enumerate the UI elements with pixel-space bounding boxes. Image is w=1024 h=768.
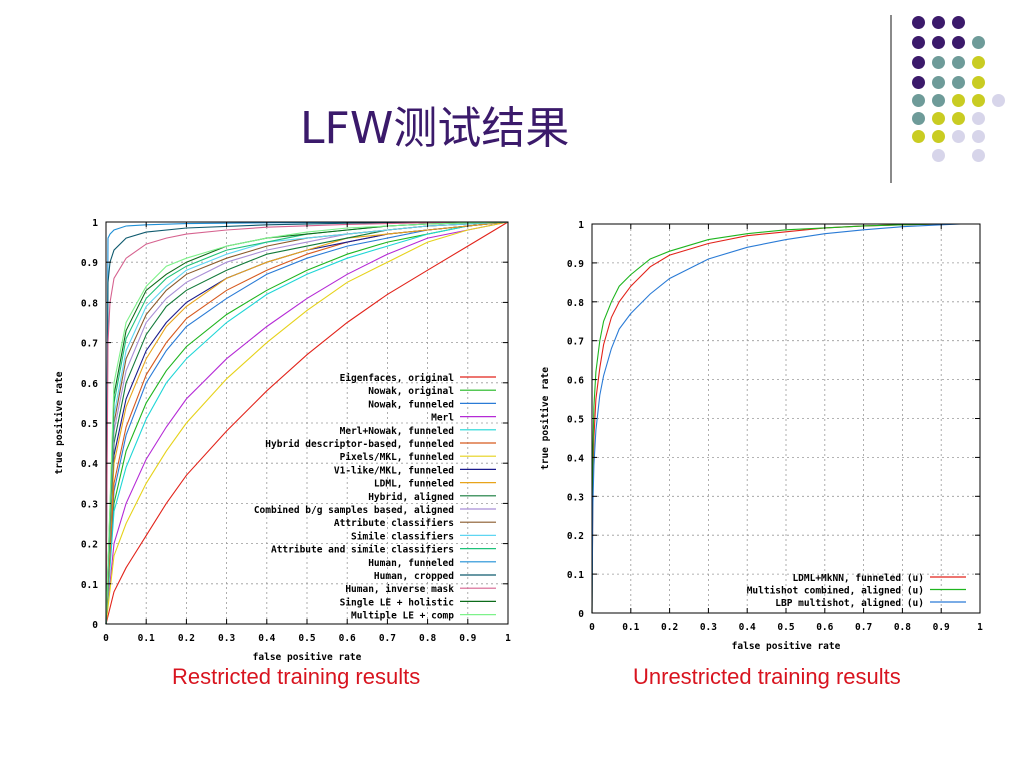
series-line xyxy=(105,221,509,625)
legend-label: LBP multishot, aligned (u) xyxy=(775,598,924,609)
series-line xyxy=(105,221,509,625)
legend-label: Combined b/g samples based, aligned xyxy=(254,505,454,516)
legend-label: Human, cropped xyxy=(374,571,454,582)
legend-label: Pixels/MKL, funneled xyxy=(340,452,455,463)
y-tick-label: 0.5 xyxy=(81,419,98,430)
y-tick-label: 0.9 xyxy=(81,258,98,269)
legend-label: Hybrid, aligned xyxy=(368,492,454,503)
legend-label: V1-like/MKL, funneled xyxy=(334,465,454,476)
series-line xyxy=(105,221,509,625)
legend-label: Human, funneled xyxy=(368,558,454,569)
y-tick-label: 0.7 xyxy=(567,337,584,348)
slide-title: LFW测试结果 xyxy=(300,103,570,154)
y-tick-label: 0 xyxy=(578,609,584,620)
y-tick-label: 0.9 xyxy=(567,259,584,270)
decor-divider-line xyxy=(890,15,892,183)
y-tick-label: 0.1 xyxy=(567,570,584,581)
x-axis-label: false positive rate xyxy=(732,641,841,652)
y-tick-label: 0.3 xyxy=(81,499,98,510)
series-line xyxy=(591,223,961,614)
legend-label: Merl xyxy=(431,413,454,424)
x-tick-label: 0 xyxy=(589,622,595,633)
legend-label: Merl+Nowak, funneled xyxy=(340,426,455,437)
series-line xyxy=(105,221,509,625)
legend-label: Eigenfaces, original xyxy=(340,373,455,384)
series-line xyxy=(105,221,509,625)
x-axis-label: false positive rate xyxy=(253,652,362,663)
y-axis-label: true positive rate xyxy=(54,371,65,474)
x-tick-label: 0.2 xyxy=(661,622,678,633)
legend-label: Nowak, funneled xyxy=(368,399,454,410)
restricted-caption: Restricted training results xyxy=(172,664,421,689)
y-tick-label: 0.5 xyxy=(567,415,584,426)
x-tick-label: 0.1 xyxy=(138,633,155,644)
y-tick-label: 0.2 xyxy=(567,531,584,542)
y-tick-label: 0.2 xyxy=(81,540,98,551)
y-tick-label: 0.1 xyxy=(81,580,98,591)
legend-label: Human, inverse mask xyxy=(345,584,454,595)
y-tick-label: 0.3 xyxy=(567,492,584,503)
x-tick-label: 0.8 xyxy=(419,633,436,644)
y-tick-label: 0.8 xyxy=(567,298,584,309)
y-axis-label: true positive rate xyxy=(540,367,551,470)
x-tick-label: 0.3 xyxy=(700,622,717,633)
x-tick-label: 0.8 xyxy=(894,622,911,633)
x-tick-label: 0.6 xyxy=(339,633,356,644)
x-tick-label: 0 xyxy=(103,633,109,644)
y-tick-label: 0.6 xyxy=(567,376,584,387)
x-tick-label: 0.9 xyxy=(933,622,950,633)
y-tick-label: 0.4 xyxy=(567,453,584,464)
y-tick-label: 0.4 xyxy=(81,459,98,470)
x-tick-label: 0.2 xyxy=(178,633,195,644)
legend-label: Attribute and simile classifiers xyxy=(271,545,454,556)
x-tick-label: 0.5 xyxy=(777,622,794,633)
y-tick-label: 1 xyxy=(578,220,584,231)
x-tick-label: 0.6 xyxy=(816,622,833,633)
legend-label: LDML+MkNN, funneled (u) xyxy=(792,573,924,584)
series-line xyxy=(105,221,509,625)
y-tick-label: 0.7 xyxy=(81,339,98,350)
legend-label: Multishot combined, aligned (u) xyxy=(747,586,924,597)
x-tick-label: 0.4 xyxy=(258,633,275,644)
y-tick-label: 1 xyxy=(92,218,98,229)
legend-label: LDML, funneled xyxy=(374,479,454,490)
legend-label: Nowak, original xyxy=(368,386,454,397)
x-tick-label: 0.9 xyxy=(459,633,476,644)
y-tick-label: 0.6 xyxy=(81,379,98,390)
legend-label: Single LE + holistic xyxy=(340,597,454,608)
legend-label: Multiple LE + comp xyxy=(351,611,454,622)
legend-label: Attribute classifiers xyxy=(334,518,454,529)
x-tick-label: 1 xyxy=(505,633,511,644)
x-tick-label: 0.4 xyxy=(739,622,756,633)
series-line xyxy=(105,221,509,625)
x-tick-label: 0.3 xyxy=(218,633,235,644)
y-tick-label: 0 xyxy=(92,620,98,631)
x-tick-label: 0.5 xyxy=(298,633,315,644)
series-line xyxy=(105,221,509,625)
x-tick-label: 0.7 xyxy=(855,622,872,633)
x-tick-label: 1 xyxy=(977,622,983,633)
legend-label: Simile classifiers xyxy=(351,531,454,542)
x-tick-label: 0.1 xyxy=(622,622,639,633)
legend-label: Hybrid descriptor-based, funneled xyxy=(265,439,454,450)
x-tick-label: 0.7 xyxy=(379,633,396,644)
y-tick-label: 0.8 xyxy=(81,298,98,309)
unrestricted-caption: Unrestricted training results xyxy=(633,664,901,689)
series-line xyxy=(105,221,509,625)
series-line xyxy=(105,221,509,625)
